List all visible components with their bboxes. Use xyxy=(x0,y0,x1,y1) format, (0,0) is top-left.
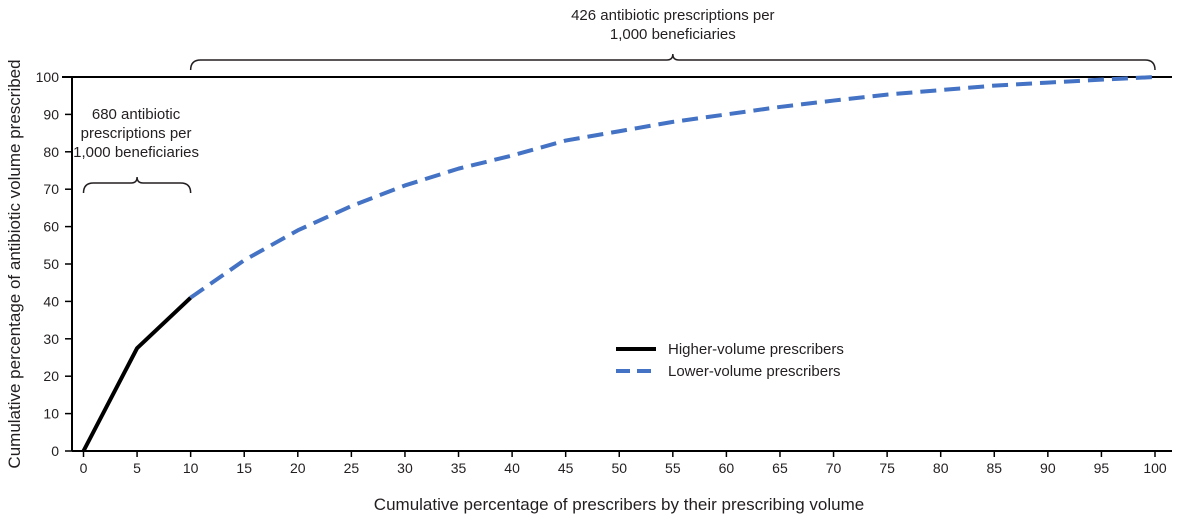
x-axis-label: Cumulative percentage of prescribers by … xyxy=(374,495,864,514)
axes: 0 5 10 15 20 25 30 35 40 45 50 55 60 65 70 75 80 85 90 95 10… xyxy=(36,69,1172,476)
x-tick-label: 40 xyxy=(504,460,520,476)
y-tick-label: 30 xyxy=(43,331,59,347)
y-tick-label: 60 xyxy=(43,219,59,235)
x-tick-label: 90 xyxy=(1040,460,1056,476)
x-tick-label: 30 xyxy=(397,460,413,476)
legend-label: Lower-volume prescribers xyxy=(668,363,841,380)
y-axis-label: Cumulative percentage of antibiotic volu… xyxy=(5,59,24,468)
x-tick-label: 80 xyxy=(933,460,949,476)
x-tick-label: 5 xyxy=(133,460,141,476)
y-tick-label: 10 xyxy=(43,406,59,422)
x-tick-label: 0 xyxy=(80,460,88,476)
x-tick-label: 50 xyxy=(611,460,627,476)
annotations: 680 antibiotic prescriptions per 1,000 ben… xyxy=(73,7,1156,194)
x-tick-label: 95 xyxy=(1094,460,1110,476)
annotation-higher-volume: prescriptions per xyxy=(81,125,192,142)
x-tick-label: 60 xyxy=(719,460,735,476)
y-tick-label: 100 xyxy=(36,69,60,85)
x-tick-label: 55 xyxy=(665,460,681,476)
y-tick-label: 50 xyxy=(43,256,59,272)
x-tick-label: 20 xyxy=(290,460,306,476)
legend: Higher-volume prescribers Lower-volume pr… xyxy=(616,341,844,380)
y-tick-label: 70 xyxy=(43,181,59,197)
brace-higher-volume xyxy=(82,176,192,194)
x-tick-label: 65 xyxy=(772,460,788,476)
series-line-0 xyxy=(81,296,193,452)
annotation-lower-volume: 426 antibiotic prescriptions per xyxy=(571,7,774,24)
x-tick-label: 45 xyxy=(558,460,574,476)
y-tick-label: 0 xyxy=(51,443,59,459)
x-tick-label: 70 xyxy=(826,460,842,476)
series-line-1 xyxy=(189,75,1156,300)
y-tick-label: 20 xyxy=(43,368,59,384)
legend-label: Higher-volume prescribers xyxy=(668,341,844,358)
x-tick-label: 85 xyxy=(986,460,1002,476)
y-tick-label: 40 xyxy=(43,293,59,309)
annotation-higher-volume: 1,000 beneficiaries xyxy=(73,144,199,161)
x-tick-label: 25 xyxy=(344,460,360,476)
brace-lower-volume xyxy=(189,53,1156,71)
x-tick-label: 10 xyxy=(183,460,199,476)
y-tick-label: 90 xyxy=(43,106,59,122)
series-lines xyxy=(81,75,1156,452)
x-tick-label: 15 xyxy=(236,460,252,476)
x-tick-label: 100 xyxy=(1143,460,1167,476)
annotation-higher-volume: 680 antibiotic xyxy=(92,106,181,123)
y-tick-label: 80 xyxy=(43,144,59,160)
x-tick-label: 75 xyxy=(879,460,895,476)
x-tick-label: 35 xyxy=(451,460,467,476)
annotation-lower-volume: 1,000 beneficiaries xyxy=(610,26,736,43)
